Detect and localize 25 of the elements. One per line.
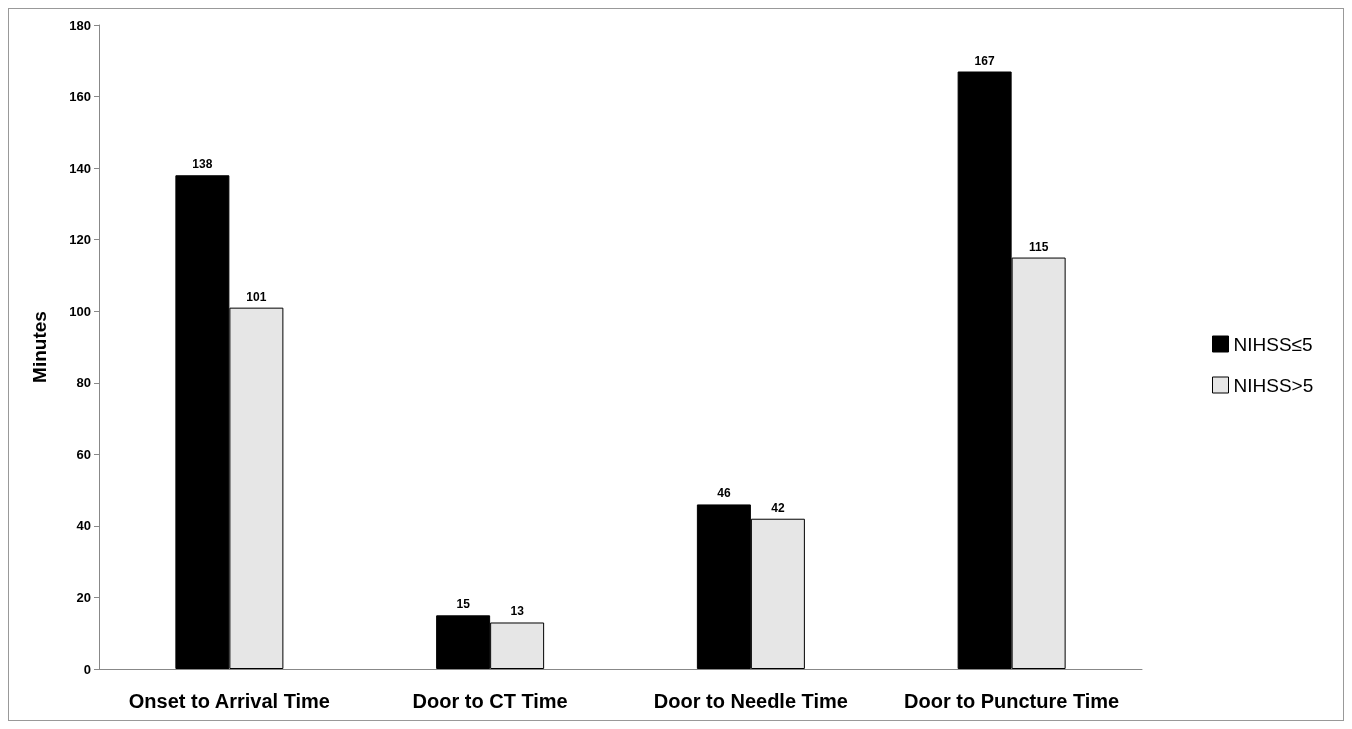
y-tick-label: 40 [76,518,91,534]
legend-label: NIHSS≤5 [1233,333,1313,355]
x-tick-label: Door to Puncture Time [904,690,1120,712]
y-tick-label: 140 [69,160,91,176]
data-label: 138 [192,157,213,172]
data-label: 167 [974,53,995,68]
data-label: 42 [771,500,785,515]
y-tick-label: 180 [69,17,91,33]
y-tick-label: 80 [76,375,91,391]
y-tick-label: 0 [83,661,91,677]
y-tick-label: 60 [76,446,91,462]
data-label: 101 [246,289,267,304]
x-tick-label: Door to CT Time [412,690,568,712]
data-label: 115 [1028,239,1049,254]
data-label: 15 [456,597,471,612]
y-axis-title: Minutes [29,311,50,383]
y-tick-label: 20 [76,589,91,605]
x-tick-label: Onset to Arrival Time [128,690,330,712]
data-label: 46 [717,486,731,501]
y-tick-label: 160 [69,89,91,105]
data-label: 13 [510,604,525,619]
y-tick-label: 120 [69,232,91,248]
y-tick-label: 100 [69,303,91,319]
x-tick-label: Door to Needle Time [653,690,848,712]
legend-label: NIHSS>5 [1233,374,1314,396]
